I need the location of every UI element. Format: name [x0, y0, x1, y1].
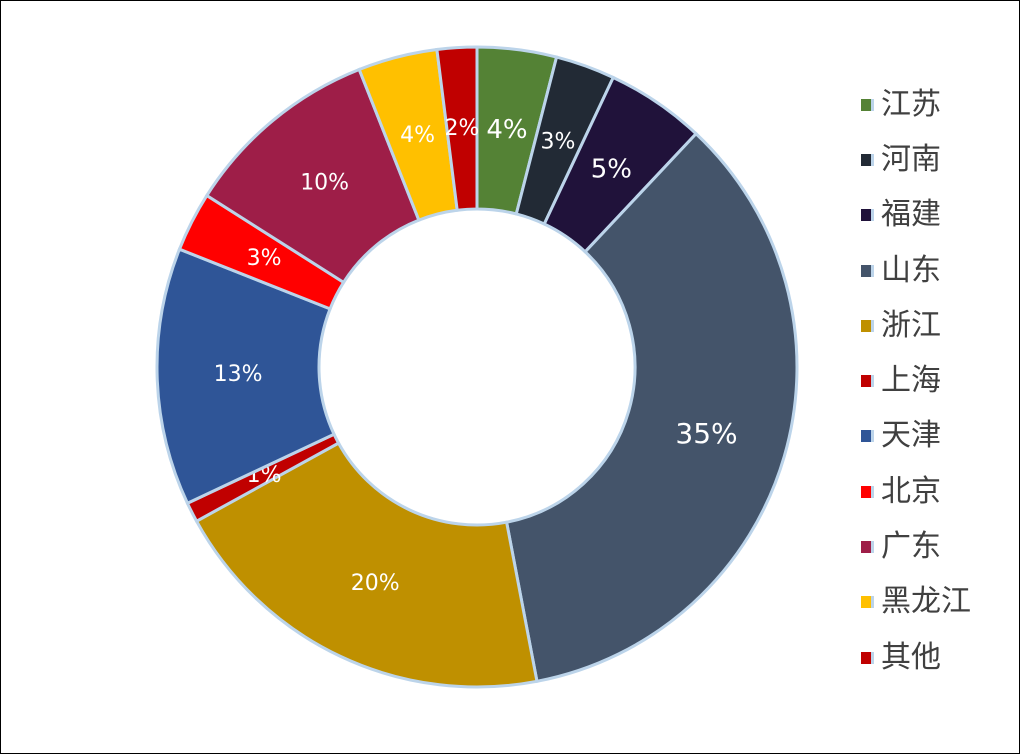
- slice-4: [504, 131, 799, 684]
- legend-item-1: 江苏: [861, 77, 971, 132]
- slice-label-5: 20%: [351, 571, 400, 596]
- legend-label-11: 其他: [881, 639, 941, 675]
- slice-label-3: 5%: [591, 154, 632, 184]
- slice-label-1: 4%: [486, 115, 527, 145]
- legend-swatch-11: [861, 651, 874, 664]
- legend-swatch-7: [861, 430, 874, 443]
- slice-label-2: 3%: [541, 130, 576, 155]
- legend-label-4: 山东: [881, 252, 941, 288]
- legend-item-5: 浙江: [861, 298, 971, 353]
- slice-label-7: 13%: [214, 362, 263, 387]
- slice-11: [435, 45, 479, 212]
- legend-label-10: 黑龙江: [881, 584, 971, 620]
- legend-swatch-1: [861, 98, 874, 111]
- legend-item-8: 北京: [861, 464, 971, 519]
- legend-label-2: 河南: [881, 141, 941, 177]
- legend-item-2: 河南: [861, 132, 971, 187]
- legend-label-6: 上海: [881, 363, 941, 399]
- slice-5: [194, 441, 539, 689]
- legend-label-9: 广东: [881, 529, 941, 565]
- slice-label-9: 10%: [300, 170, 349, 195]
- legend-swatch-3: [861, 209, 874, 222]
- legend-swatch-6: [861, 375, 874, 388]
- legend-item-4: 山东: [861, 243, 971, 298]
- legend-swatch-2: [861, 153, 874, 166]
- slice-7: [155, 247, 337, 506]
- legend-item-7: 天津: [861, 409, 971, 464]
- legend-item-11: 其他: [861, 630, 971, 685]
- legend-label-1: 江苏: [881, 86, 941, 122]
- legend-label-3: 福建: [881, 197, 941, 233]
- legend-item-10: 黑龙江: [861, 575, 971, 630]
- slice-label-11: 2%: [445, 116, 480, 141]
- slice-label-8: 3%: [247, 246, 282, 271]
- legend-swatch-10: [861, 596, 874, 609]
- legend-swatch-4: [861, 264, 874, 277]
- legend-swatch-9: [861, 541, 874, 554]
- slice-label-4: 35%: [675, 417, 737, 450]
- legend-label-7: 天津: [881, 418, 941, 454]
- legend: 江苏河南福建山东浙江上海天津北京广东黑龙江其他: [861, 77, 971, 685]
- legend-item-3: 福建: [861, 188, 971, 243]
- legend-swatch-8: [861, 485, 874, 498]
- slice-label-10: 4%: [400, 123, 435, 148]
- legend-label-8: 北京: [881, 473, 941, 509]
- legend-item-9: 广东: [861, 519, 971, 574]
- legend-label-5: 浙江: [881, 307, 941, 343]
- legend-swatch-5: [861, 319, 874, 332]
- legend-item-6: 上海: [861, 353, 971, 408]
